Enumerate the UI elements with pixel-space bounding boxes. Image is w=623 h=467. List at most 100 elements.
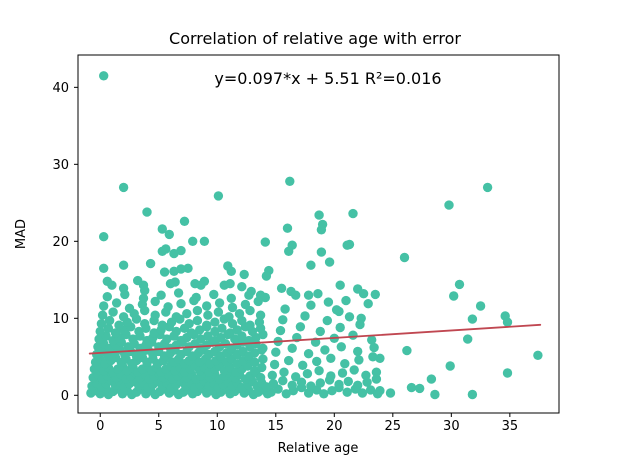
data-point <box>209 289 219 300</box>
data-point <box>284 355 294 366</box>
data-point <box>142 207 152 217</box>
data-point <box>159 267 170 277</box>
data-point <box>353 380 363 390</box>
data-point <box>306 300 316 310</box>
data-point <box>323 297 334 307</box>
data-point <box>250 366 260 376</box>
data-point <box>114 320 124 330</box>
data-point <box>303 349 314 359</box>
x-tick-label: 15 <box>268 419 285 434</box>
data-point <box>173 288 184 298</box>
data-point <box>227 302 238 313</box>
data-point <box>196 334 206 344</box>
data-point <box>213 191 224 201</box>
data-point <box>319 389 329 399</box>
data-point <box>269 359 280 370</box>
data-point <box>261 382 272 392</box>
data-point <box>340 359 350 369</box>
data-point <box>267 370 277 380</box>
data-point <box>336 342 346 352</box>
data-point <box>278 315 288 325</box>
data-point <box>182 309 192 319</box>
data-point <box>140 285 150 296</box>
data-point <box>260 292 270 303</box>
data-point <box>316 247 327 257</box>
data-point <box>467 389 478 400</box>
data-point <box>213 307 224 317</box>
data-point <box>375 353 385 363</box>
data-point <box>134 326 144 337</box>
data-point <box>202 320 212 330</box>
data-point <box>482 182 493 193</box>
data-point <box>107 280 117 290</box>
data-point <box>312 356 322 367</box>
data-point <box>326 371 336 381</box>
data-point <box>475 301 486 311</box>
data-point <box>226 293 236 303</box>
data-point <box>454 279 465 290</box>
data-point <box>244 290 254 300</box>
data-point <box>315 378 325 388</box>
data-point <box>326 353 336 363</box>
data-point <box>156 290 166 300</box>
data-point <box>199 236 210 246</box>
data-point <box>210 326 220 337</box>
data-point <box>371 374 382 384</box>
data-point <box>150 296 160 307</box>
data-point <box>314 366 324 376</box>
y-tick-label: 10 <box>52 312 69 327</box>
data-point <box>145 258 156 269</box>
data-point <box>214 298 225 308</box>
data-point <box>186 328 197 338</box>
data-point <box>285 176 295 186</box>
data-point <box>444 200 454 210</box>
data-point <box>363 299 373 309</box>
data-point <box>124 303 135 313</box>
data-point <box>287 343 297 353</box>
data-point <box>169 248 179 259</box>
data-point <box>348 208 358 219</box>
data-point <box>240 299 251 310</box>
data-point <box>261 271 272 281</box>
data-point <box>306 260 316 270</box>
x-axis-label: Relative age <box>278 441 359 456</box>
data-point <box>237 282 247 292</box>
data-point <box>192 305 203 316</box>
data-point <box>103 323 114 333</box>
data-point <box>257 362 267 373</box>
data-point <box>254 317 265 327</box>
data-point <box>118 260 129 270</box>
x-axis-ticks: 0 5 10 15 20 25 30 35 <box>96 413 518 434</box>
data-point <box>430 389 440 400</box>
x-tick-label: 35 <box>502 419 519 434</box>
data-point <box>245 320 255 330</box>
scatter-points-layer <box>86 71 543 400</box>
data-point <box>150 310 160 320</box>
data-point <box>279 367 289 377</box>
data-point <box>217 323 227 333</box>
data-point <box>268 379 279 389</box>
data-point <box>138 293 149 303</box>
data-point <box>108 307 118 317</box>
y-tick-label: 20 <box>52 235 69 250</box>
data-point <box>118 312 129 322</box>
data-point <box>255 310 266 320</box>
data-point <box>111 298 122 308</box>
data-point <box>426 374 437 384</box>
x-tick-label: 20 <box>326 419 343 434</box>
data-point <box>280 304 290 314</box>
y-axis-label: MAD <box>14 219 29 249</box>
data-point <box>313 289 323 299</box>
data-point <box>281 389 291 399</box>
data-point <box>165 279 176 289</box>
data-point <box>385 388 396 398</box>
data-point <box>216 332 226 343</box>
data-point <box>349 365 359 375</box>
x-tick-label: 30 <box>443 419 460 434</box>
data-point <box>276 283 287 293</box>
data-point <box>295 322 306 332</box>
data-point <box>298 360 308 370</box>
data-point <box>118 182 129 193</box>
data-point <box>104 315 115 326</box>
data-point <box>445 361 455 371</box>
